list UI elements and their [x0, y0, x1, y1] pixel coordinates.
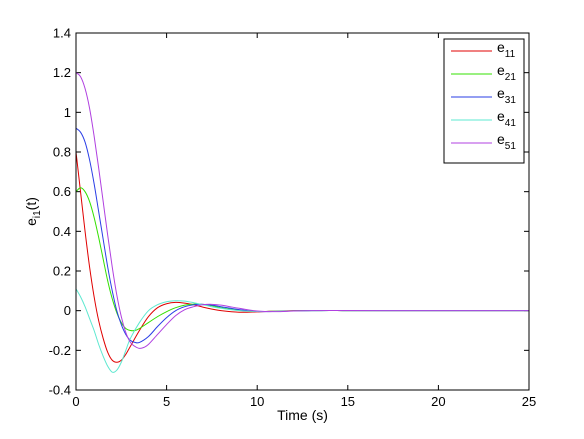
legend-entry-name: e [497, 62, 505, 78]
y-tick-label: -0.4 [49, 383, 71, 398]
legend-entry: e21 [497, 62, 516, 83]
x-tick-label: 20 [431, 394, 445, 409]
legend-entry-sub: 31 [505, 95, 517, 106]
y-tick-label: 0 [64, 303, 71, 318]
y-tick-label: 1.2 [53, 65, 71, 80]
x-tick-label: 0 [72, 394, 79, 409]
x-axis-label: Time (s) [277, 407, 328, 423]
legend-entry: e11 [497, 39, 516, 60]
y-tick-label: 0.6 [53, 184, 71, 199]
y-tick-label: 0.2 [53, 264, 71, 279]
legend-entry-name: e [497, 108, 505, 124]
x-tick-label: 25 [522, 394, 536, 409]
series-lines [75, 72, 529, 373]
y-tick-label: 1 [64, 105, 71, 120]
legend-entry: e31 [497, 85, 516, 106]
plot-frame [75, 32, 530, 391]
legend-entry-sub: 21 [505, 72, 517, 83]
y-tick-label: -0.2 [49, 343, 71, 358]
x-tick-label: 15 [341, 394, 355, 409]
y-axis-label: ei1(t) [23, 197, 43, 226]
legend-entry-name: e [497, 39, 505, 55]
legend-entry-sub: 41 [505, 118, 517, 129]
legend-entry: e41 [497, 108, 516, 129]
legend-entry-sub: 11 [505, 49, 516, 60]
x-tick-label: 5 [163, 394, 170, 409]
legend-entry-name: e [497, 85, 505, 101]
x-tick-label: 10 [250, 394, 264, 409]
y-tick-label: 0.8 [53, 145, 71, 160]
y-axis-label-main: e [23, 218, 39, 226]
series-line-e51 [75, 72, 529, 349]
legend-box [443, 38, 525, 164]
y-axis-label-suffix: (t) [23, 197, 39, 210]
y-tick-label: 1.4 [53, 26, 71, 41]
legend-entry: e51 [497, 131, 516, 152]
legend-entry-sub: 51 [505, 141, 517, 152]
tick-labels: 0 5 10 15 20 25 -0.4 -0.2 0 0.2 0.4 0.6 0.8 1 1.2 1.4 [49, 26, 537, 410]
y-axis-label-sub: i1 [32, 210, 43, 218]
y-tick-label: 0.4 [53, 224, 71, 239]
legend-entry-name: e [497, 131, 505, 147]
